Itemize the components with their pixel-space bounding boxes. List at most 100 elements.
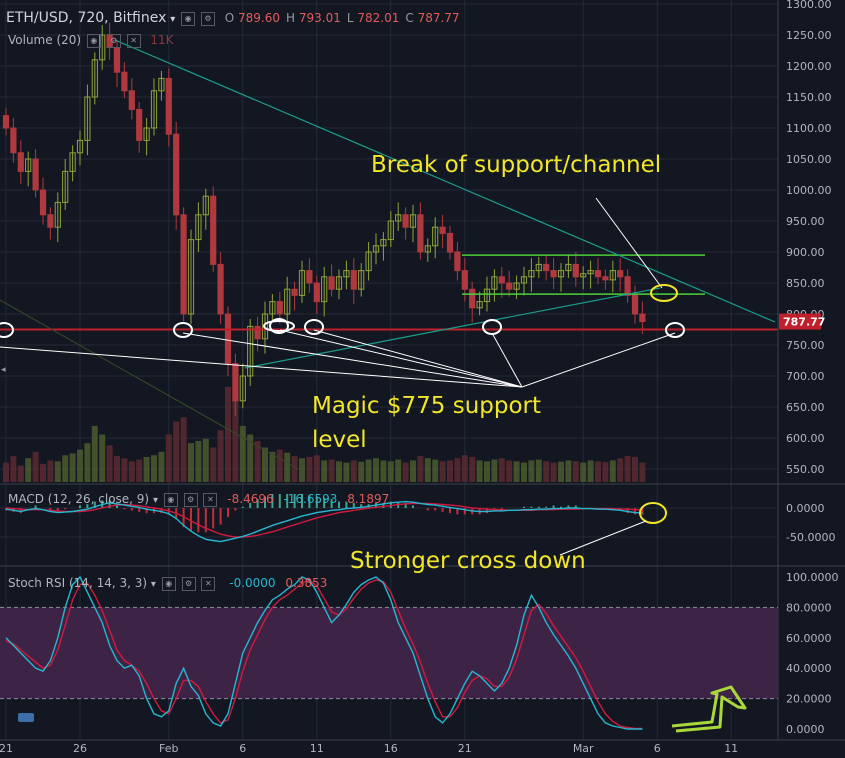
volume-bar bbox=[84, 443, 91, 482]
price-axis-label: 1150.00 bbox=[786, 91, 832, 104]
volume-bar bbox=[476, 460, 483, 482]
close-icon[interactable]: ✕ bbox=[201, 576, 216, 591]
chevron-down-icon[interactable]: ▾ bbox=[152, 495, 158, 506]
candle-body bbox=[506, 282, 513, 290]
volume-bar bbox=[550, 462, 557, 482]
candle-body bbox=[254, 325, 261, 340]
candle-body bbox=[528, 270, 535, 278]
volume-bar bbox=[624, 456, 631, 482]
current-price-tag bbox=[779, 313, 821, 330]
eye-icon[interactable]: ◉ bbox=[163, 492, 178, 507]
candle-body bbox=[631, 294, 639, 315]
volume-bar bbox=[136, 459, 143, 482]
rsi-axis-label: 100.0000 bbox=[786, 571, 839, 584]
volume-bar bbox=[336, 461, 342, 482]
candle-body bbox=[269, 301, 276, 315]
macd-value: -16.6593 bbox=[283, 492, 338, 506]
annotation-magic-level: level bbox=[312, 427, 367, 453]
time-axis-label: 6 bbox=[239, 742, 246, 755]
candle-body bbox=[2, 115, 10, 129]
gear-icon[interactable]: ⚙ bbox=[106, 33, 121, 48]
eye-icon[interactable]: ◉ bbox=[86, 33, 101, 48]
candle-body bbox=[195, 214, 202, 241]
close-icon[interactable]: ✕ bbox=[126, 33, 141, 48]
candle-body bbox=[217, 263, 224, 315]
candle-body bbox=[617, 270, 624, 278]
rsi-value: -0.0000 bbox=[229, 576, 276, 590]
gear-icon[interactable]: ⚙ bbox=[181, 576, 196, 591]
volume-bar bbox=[432, 459, 439, 482]
candle-body bbox=[513, 282, 520, 290]
candle-body bbox=[173, 133, 180, 216]
price-axis-label: 1250.00 bbox=[786, 29, 832, 42]
volume-bar bbox=[417, 456, 424, 482]
volume-bar bbox=[506, 460, 513, 482]
rsi-k-line bbox=[5, 575, 643, 730]
candle-body bbox=[439, 226, 446, 234]
price-axis-label: 1000.00 bbox=[786, 184, 832, 197]
volume-bar bbox=[254, 440, 261, 482]
price-axis-label: 950.00 bbox=[786, 215, 825, 228]
chevron-down-icon[interactable]: ▾ bbox=[150, 579, 156, 590]
candle-body bbox=[313, 282, 320, 303]
candle-body bbox=[587, 270, 594, 275]
candle-body bbox=[62, 170, 69, 203]
candle-body bbox=[10, 127, 17, 154]
volume-bar bbox=[365, 459, 372, 482]
annotation-pointer bbox=[559, 520, 647, 556]
candle-body bbox=[350, 270, 357, 290]
volume-bar bbox=[299, 458, 305, 482]
symbol-title[interactable]: ETH/USD, 720, Bitfinex bbox=[6, 10, 167, 26]
candle-body bbox=[446, 232, 454, 253]
volume-bar bbox=[202, 438, 209, 482]
volume-label[interactable]: Volume (20) bbox=[8, 33, 82, 47]
price-axis-label: 900.00 bbox=[786, 246, 825, 259]
candle-body bbox=[298, 270, 306, 296]
candle-body bbox=[387, 220, 394, 241]
volume-bar bbox=[395, 459, 402, 482]
eye-icon[interactable]: ◉ bbox=[181, 11, 196, 26]
gear-icon[interactable]: ⚙ bbox=[183, 492, 198, 507]
candle-body bbox=[550, 270, 557, 278]
annotation-pointer bbox=[0, 346, 523, 388]
gear-icon[interactable]: ⚙ bbox=[200, 11, 215, 26]
volume-bar bbox=[99, 434, 106, 482]
volume-bar bbox=[521, 462, 527, 482]
close-icon[interactable]: ✕ bbox=[203, 492, 218, 507]
candle-body bbox=[291, 288, 298, 296]
volume-bar bbox=[54, 461, 61, 482]
candle-body bbox=[91, 59, 98, 98]
volume-bar bbox=[225, 387, 231, 482]
volume-bar bbox=[91, 425, 98, 482]
watermark-logo bbox=[18, 713, 34, 722]
candle-body bbox=[417, 214, 424, 253]
volume-bar bbox=[543, 461, 550, 482]
candle-body bbox=[328, 276, 335, 290]
candle-body bbox=[343, 270, 350, 278]
volume-bar bbox=[106, 445, 113, 482]
volume-bar bbox=[410, 460, 416, 482]
candle-body bbox=[17, 152, 24, 172]
price-axis-label: 650.00 bbox=[786, 401, 825, 414]
volume-bar bbox=[195, 440, 202, 482]
volume-bar bbox=[306, 456, 313, 482]
macd-value: 8.1897 bbox=[347, 492, 390, 506]
candle-body bbox=[520, 276, 528, 284]
volume-bar bbox=[447, 460, 453, 482]
candle-body bbox=[247, 325, 254, 377]
volume-bar bbox=[269, 451, 276, 482]
ohlc-readout: O 789.60 H 793.01 L 782.01 C 787.77 bbox=[219, 11, 460, 25]
macd-label[interactable]: MACD (12, 26, close, 9) bbox=[8, 492, 150, 506]
volume-bar bbox=[121, 458, 128, 482]
symbol-dropdown-icon[interactable]: ▾ bbox=[170, 14, 176, 25]
eye-icon[interactable]: ◉ bbox=[161, 576, 176, 591]
annotation-pointer bbox=[313, 329, 523, 388]
macd-axis-label: -50.0000 bbox=[786, 531, 835, 544]
annotation-cross-down: Stronger cross down bbox=[350, 548, 586, 574]
price-axis-label: 1100.00 bbox=[786, 122, 832, 135]
candle-body bbox=[594, 270, 602, 278]
volume-bar bbox=[609, 460, 616, 482]
rsi-label[interactable]: Stoch RSI (14, 14, 3, 3) bbox=[8, 576, 148, 590]
rsi-value: 0.3853 bbox=[285, 576, 328, 590]
